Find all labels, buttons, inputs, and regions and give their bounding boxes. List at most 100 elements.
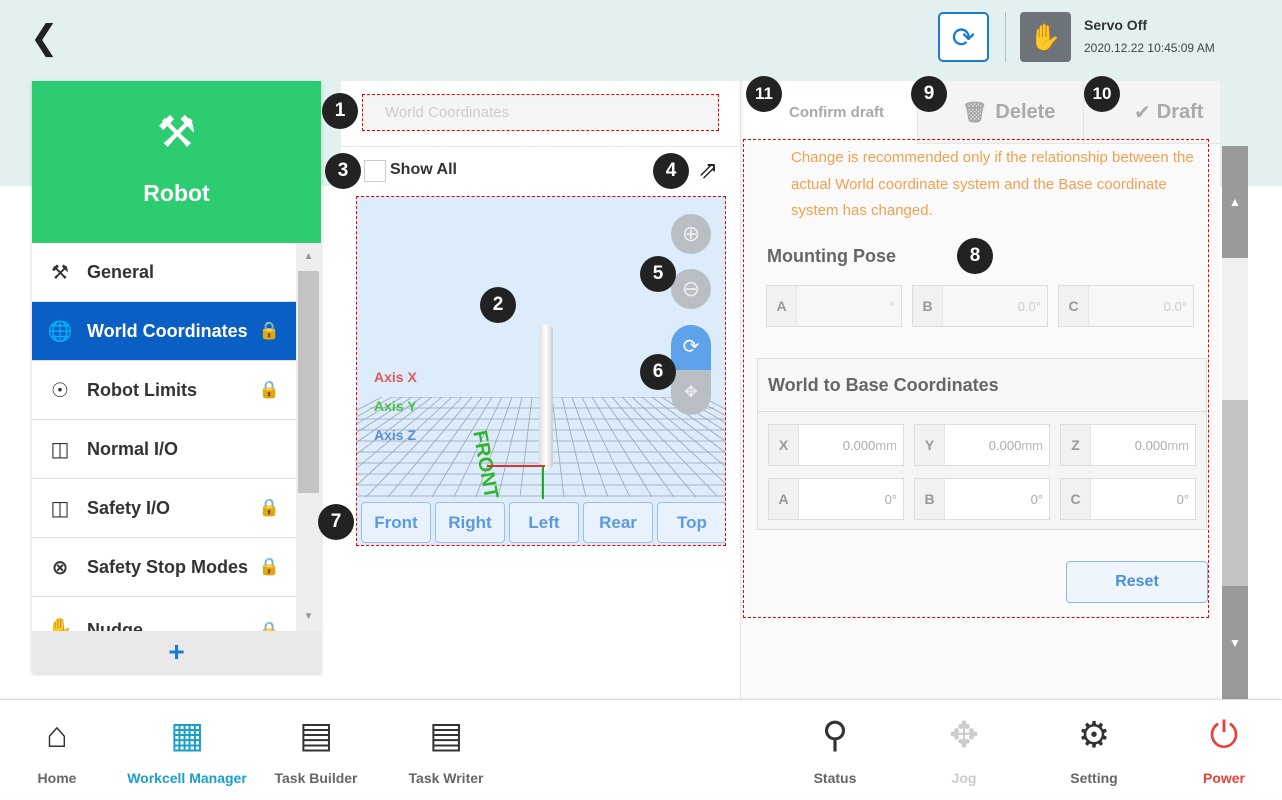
sidebar-item-label: World Coordinates [87,320,248,341]
datetime: 2020.12.22 10:45:09 AM [1084,41,1215,55]
wb-b-field[interactable]: B 0° [914,478,1050,520]
field-value: 0° [884,491,897,507]
callout-badge-3: 3 [325,153,361,189]
wb-a-field[interactable]: A 0° [768,478,904,520]
sidebar: ⚒ Robot ⚒ General 🌐 World Coordinates 🔒 … [32,81,321,673]
servo-button[interactable]: ✋ [1020,12,1071,62]
mounting-b-field[interactable]: B 0.0° [912,285,1048,327]
warning-text: Change is recommended only if the relati… [791,149,1194,219]
view-mode-toggle[interactable]: ⟳ ✥ [671,325,711,415]
view-left-button[interactable]: Left [509,502,579,543]
callout-badge-9: 9 [911,76,947,112]
axis-y-label: Axis Y [374,398,417,414]
nav-workcell-manager[interactable]: ▦ Workcell Manager [122,700,252,800]
panel-scrollbar[interactable]: ▲ ▼ [1222,146,1248,700]
refresh-button[interactable]: ⟳ [938,12,989,62]
sidebar-item-world-coordinates[interactable]: 🌐 World Coordinates 🔒 [32,302,296,361]
show-all-label: Show All [390,161,457,178]
callout-badge-4: 4 [653,153,689,189]
nav-label: Status [813,770,857,786]
hand-icon: ✋ [1029,21,1062,52]
nav-label: Setting [1070,770,1118,786]
nav-task-builder[interactable]: ▤ Task Builder [251,700,381,800]
callout-badge-11: 11 [746,76,782,112]
nav-setting[interactable]: ⚙ Setting [1029,700,1159,800]
sidebar-header: ⚒ Robot [32,81,321,243]
mounting-a-field[interactable]: A ° [766,285,902,327]
callout-badge-10: 10 [1084,76,1120,112]
sidebar-item-safety-stop-modes[interactable]: ⊗ Safety Stop Modes 🔒 [32,538,296,597]
view-rear-button[interactable]: Rear [583,502,653,543]
field-value: 0.000mm [988,437,1043,453]
field-value: 0.000mm [1134,437,1189,453]
pan-icon[interactable]: ✥ [684,384,698,401]
sidebar-item-robot-limits[interactable]: ☉ Robot Limits 🔒 [32,361,296,420]
stop-icon: ⊗ [51,556,69,579]
wb-z-field[interactable]: Z 0.000mm [1060,424,1196,466]
zoom-in-button[interactable]: ⊕ [671,214,711,254]
zoom-out-button[interactable]: ⊖ [671,269,711,309]
robot-model [539,325,553,470]
home-icon: ⌂ [46,714,68,755]
scroll-down-icon[interactable]: ▼ [303,611,314,622]
callout-badge-8: 8 [957,238,993,274]
nav-label: Task Builder [274,770,358,786]
back-button[interactable]: ❮ [30,18,59,58]
name-input[interactable]: World Coordinates [362,94,719,131]
delete-button[interactable]: 🗑 Delete [917,81,1083,144]
robot-arm-icon: ⚒ [156,108,197,157]
nav-label: Power [1202,770,1245,786]
nav-power[interactable]: ⏻ Power [1159,700,1282,800]
sidebar-item-safety-i-o[interactable]: ◫ Safety I/O 🔒 [32,479,296,538]
nav-jog[interactable]: ✥ Jog [899,700,1029,800]
trash-icon: 🗑 [962,102,988,124]
scroll-up-icon[interactable]: ▲ [303,251,314,262]
callout-badge-1: 1 [322,93,358,129]
nav-status[interactable]: ⚲ Status [770,700,900,800]
field-label: C [1059,286,1089,326]
action-bar: Confirm draft 🗑 Delete ✔ Draft [741,81,1220,144]
robot-arm-icon: ⚒ [51,261,69,284]
x-axis-line [487,465,545,467]
view-right-button[interactable]: Right [435,502,505,543]
world-to-base-title: World to Base Coordinates [768,375,999,395]
sidebar-item-label: Robot Limits [87,379,197,400]
nav-home[interactable]: ⌂ Home [0,700,122,800]
scroll-down-icon[interactable]: ▼ [1222,586,1248,700]
view-top-button[interactable]: Top [657,502,725,543]
expand-button[interactable]: ⇗ [698,156,718,185]
wb-c-field[interactable]: C 0° [1060,478,1196,520]
nav-task-writer[interactable]: ▤ Task Writer [381,700,511,800]
divider [1005,12,1006,62]
show-all-checkbox[interactable] [364,160,386,182]
sidebar-item-normal-i-o[interactable]: ◫ Normal I/O [32,420,296,479]
field-label: B [913,286,943,326]
io-icon: ◫ [50,497,70,520]
field-label: Z [1061,425,1091,465]
scroll-up-icon[interactable]: ▲ [1222,146,1248,258]
workcell-icon: ▦ [169,714,204,755]
sidebar-item-general[interactable]: ⚒ General [32,243,296,302]
gear-icon: ⚙ [1077,714,1111,755]
mounting-c-field[interactable]: C 0.0° [1058,285,1194,327]
3d-viewer[interactable]: FRONT Axis X Axis Y Axis Z ⊕ ⊖ ⟳ ✥ Front… [356,196,726,546]
view-front-button[interactable]: Front [361,502,431,543]
rotate-icon[interactable]: ⟳ [671,325,711,370]
check-circle-icon: ✔ [1134,102,1151,124]
expand-icon: ⇗ [698,157,719,184]
sidebar-scroll-thumb[interactable] [298,271,319,493]
refresh-icon: ⟳ [951,21,976,53]
callout-badge-6: 6 [640,354,676,390]
lock-icon: 🔒 [258,498,280,517]
sidebar-item-label: Safety I/O [87,497,171,518]
status-icon: ⚲ [821,714,849,755]
power-icon: ⏻ [1209,714,1239,755]
draft-button[interactable]: ✔ Draft [1083,81,1220,144]
reset-button[interactable]: Reset [1066,561,1208,603]
wb-x-field[interactable]: X 0.000mm [768,424,904,466]
divider [341,146,741,147]
add-button[interactable]: + [32,631,321,673]
scroll-thumb[interactable] [1222,400,1248,586]
wb-y-field[interactable]: Y 0.000mm [914,424,1050,466]
callout-badge-2: 2 [480,287,516,323]
